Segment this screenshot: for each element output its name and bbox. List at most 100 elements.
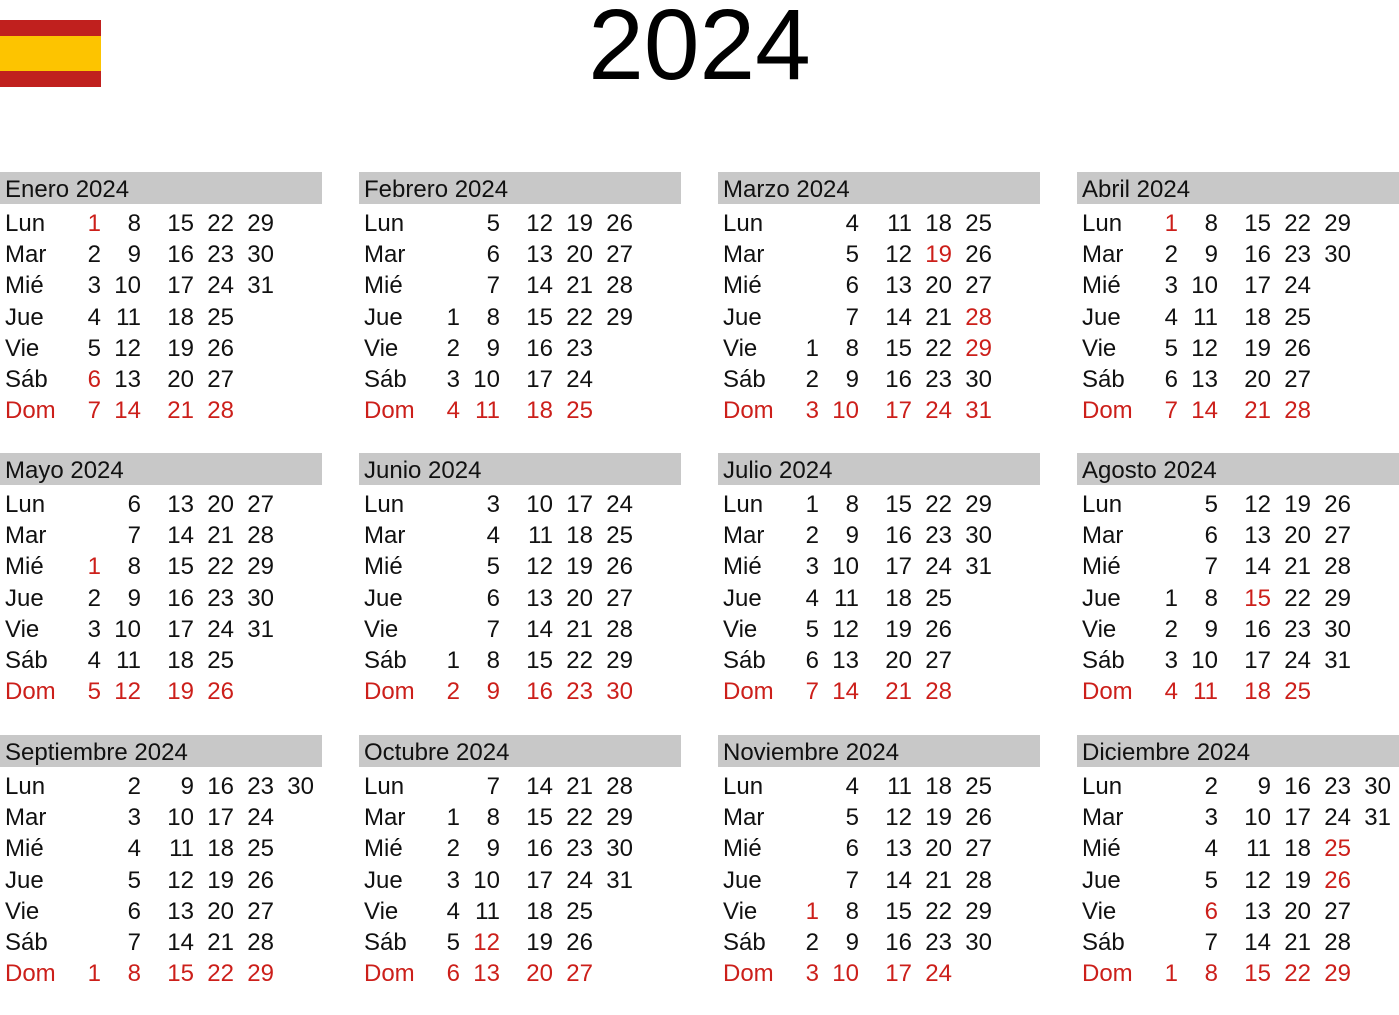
weekday-label: Jue [364, 584, 403, 612]
weekday-row: Sáb 3 10 17 24 [359, 364, 681, 395]
day-cell: 25 [606, 522, 633, 550]
day-cell: 8 [1204, 960, 1218, 988]
day-cell: 30 [1324, 615, 1351, 643]
day-cell: 6 [845, 272, 859, 300]
weekday-row: Mar 5 12 19 26 [718, 802, 1040, 833]
day-cell: 29 [247, 960, 274, 988]
day-cell: 9 [486, 678, 500, 706]
day-cell: 30 [247, 584, 274, 612]
day-cell: 9 [1257, 773, 1271, 800]
day-cell: 30 [965, 366, 992, 393]
weekday-row: Mar 6 13 20 27 [1077, 520, 1399, 551]
weekday-label: Dom [364, 397, 415, 425]
day-cell: 15 [885, 334, 912, 362]
weekday-row: Mar 2 9 16 23 30 [0, 239, 322, 270]
day-cell: 29 [1324, 960, 1351, 988]
day-cell: 24 [1284, 272, 1311, 300]
weekday-label: Sáb [5, 929, 48, 956]
weekday-label: Lun [364, 210, 405, 237]
day-cell: 17 [1284, 804, 1311, 832]
day-cell: 18 [167, 303, 194, 331]
day-cell: 19 [1284, 866, 1311, 894]
weekday-label: Mié [364, 553, 403, 581]
day-cell: 4 [87, 647, 101, 674]
day-cell: 23 [207, 584, 234, 612]
weekday-label: Mar [723, 804, 765, 832]
weekday-row: Mié 7 14 21 28 [1077, 551, 1399, 582]
day-cell: 16 [1284, 773, 1311, 800]
day-cell: 19 [925, 241, 952, 269]
day-cell: 22 [925, 491, 952, 518]
day-cell: 23 [247, 773, 274, 800]
weekday-row: Dom 1 8 15 22 29 [1077, 958, 1399, 989]
day-cell: 8 [127, 553, 141, 581]
month-block: Noviembre 2024 Lun 4 11 18 25 Mar 5 12 19 26 Mié 6 13… [718, 735, 1040, 1015]
day-cell: 17 [885, 397, 912, 425]
day-cell: 31 [247, 272, 274, 300]
weekday-label: Mar [5, 522, 47, 550]
day-cell: 23 [925, 929, 952, 956]
day-cell: 17 [885, 553, 912, 581]
weekday-label: Sáb [723, 366, 766, 393]
weekday-row: Mar 2 9 16 23 30 [718, 520, 1040, 551]
weekday-label: Mar [1082, 804, 1124, 832]
month-block: Diciembre 2024 Lun 2 9 16 23 30 Mar 3 10 17 24 31 Mié… [1077, 735, 1399, 1015]
day-cell: 20 [526, 960, 553, 988]
weekday-row: Mar 3 10 17 24 31 [1077, 802, 1399, 833]
day-cell: 10 [473, 866, 500, 894]
day-cell: 5 [845, 241, 859, 269]
day-cell: 9 [845, 929, 859, 956]
day-cell: 28 [207, 397, 234, 425]
day-cell: 5 [1164, 334, 1178, 362]
day-cell: 19 [1284, 491, 1311, 518]
weekday-row: Dom 5 12 19 26 [0, 676, 322, 707]
day-cell: 24 [207, 272, 234, 300]
day-cell: 18 [925, 210, 952, 237]
day-cell: 11 [169, 835, 194, 863]
weekday-label: Lun [1082, 210, 1123, 237]
weekday-label: Mar [364, 522, 406, 550]
day-cell: 30 [606, 678, 633, 706]
day-cell: 26 [965, 241, 992, 269]
day-cell: 9 [127, 241, 141, 269]
weekday-label: Lun [5, 210, 46, 237]
day-cell: 10 [832, 960, 859, 988]
weekday-row: Mar 7 14 21 28 [0, 520, 322, 551]
weekday-label: Mar [364, 804, 406, 832]
day-cell: 24 [606, 491, 633, 518]
weekday-row: Mié 6 13 20 27 [718, 833, 1040, 864]
day-cell: 17 [207, 804, 234, 832]
day-cell: 6 [87, 366, 101, 393]
day-cell: 16 [1244, 241, 1271, 269]
weekday-label: Mié [723, 272, 762, 300]
weekday-row: Vie 1 8 15 22 29 [718, 896, 1040, 927]
weekday-row: Vie 6 13 20 27 [0, 896, 322, 927]
day-cell: 12 [885, 241, 912, 269]
weekday-row: Dom 6 13 20 27 [359, 958, 681, 989]
day-cell: 17 [167, 615, 194, 643]
weekday-row: Lun 1 8 15 22 29 [1077, 208, 1399, 239]
day-cell: 7 [1164, 397, 1178, 425]
weekday-label: Lun [5, 773, 46, 800]
weekday-label: Jue [1082, 303, 1121, 331]
weekday-row: Mar 1 8 15 22 29 [359, 802, 681, 833]
weekday-label: Vie [5, 615, 40, 643]
day-cell: 7 [486, 272, 500, 300]
weekday-row: Jue 5 12 19 26 [1077, 865, 1399, 896]
day-cell: 14 [526, 773, 553, 800]
day-cell: 1 [446, 647, 460, 674]
day-cell: 3 [446, 866, 460, 894]
day-cell: 17 [526, 366, 553, 393]
day-cell: 3 [1204, 804, 1218, 832]
day-cell: 5 [1204, 866, 1218, 894]
weekday-label: Vie [723, 897, 758, 925]
day-cell: 2 [805, 366, 819, 393]
day-cell: 29 [965, 897, 992, 925]
day-cell: 18 [526, 897, 553, 925]
day-cell: 22 [1284, 960, 1311, 988]
day-cell: 25 [247, 835, 274, 863]
day-cell: 10 [167, 804, 194, 832]
weekday-row: Jue 7 14 21 28 [718, 865, 1040, 896]
weekday-row: Dom 7 14 21 28 [0, 395, 322, 426]
day-cell: 24 [207, 615, 234, 643]
